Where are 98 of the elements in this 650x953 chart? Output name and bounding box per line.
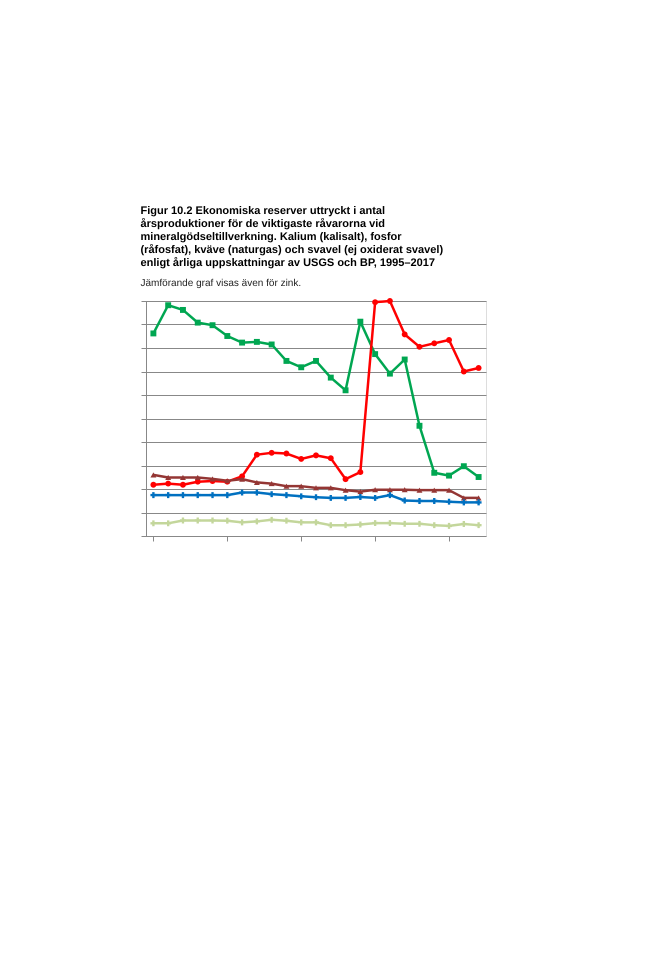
- point: [254, 490, 260, 496]
- point: [268, 481, 275, 486]
- point: [180, 306, 186, 313]
- point: [476, 474, 482, 480]
- point: [476, 365, 482, 371]
- point: [268, 342, 275, 348]
- point: [254, 518, 260, 524]
- point: [386, 520, 393, 526]
- point: [357, 522, 364, 528]
- point: [460, 521, 467, 527]
- point: [402, 487, 408, 492]
- point: [460, 368, 467, 374]
- point: [476, 499, 482, 506]
- point: [446, 472, 452, 479]
- point: [194, 492, 201, 498]
- point: [372, 520, 378, 526]
- point: [431, 488, 438, 493]
- point: [194, 474, 201, 480]
- point: [239, 476, 246, 482]
- point: [416, 488, 422, 493]
- point: [283, 492, 290, 498]
- point: [386, 298, 393, 304]
- point: [416, 422, 422, 429]
- point: [210, 492, 216, 498]
- point: [268, 450, 275, 456]
- point: [165, 480, 172, 487]
- point: [386, 492, 393, 498]
- point: [431, 498, 438, 504]
- point: [150, 482, 156, 488]
- point: [283, 518, 290, 524]
- point: [402, 356, 408, 362]
- point: [402, 331, 408, 338]
- point: [313, 358, 319, 364]
- point: [239, 519, 246, 526]
- point: [446, 522, 452, 529]
- point: [268, 516, 275, 523]
- point: [446, 337, 452, 343]
- point: [431, 522, 438, 528]
- point: [150, 492, 156, 498]
- point: [313, 485, 319, 490]
- point: [476, 522, 482, 528]
- point: [372, 299, 378, 306]
- point: [386, 370, 393, 377]
- point: [180, 492, 186, 498]
- point: [180, 482, 186, 488]
- point: [194, 518, 201, 524]
- point: [254, 452, 260, 458]
- point: [180, 474, 186, 480]
- point: [342, 476, 349, 482]
- point: [357, 489, 364, 494]
- point: [357, 494, 364, 500]
- point: [386, 487, 393, 492]
- chart-subtitle: Jämförande graf visas även för zink.: [140, 278, 302, 290]
- point: [416, 344, 422, 350]
- point: [165, 474, 172, 480]
- point: [446, 488, 452, 493]
- point: [313, 519, 319, 526]
- point: [357, 318, 364, 325]
- point: [328, 455, 334, 462]
- point: [239, 490, 246, 496]
- point: [165, 492, 172, 498]
- point: [298, 456, 304, 462]
- point: [342, 387, 349, 394]
- point: [224, 333, 230, 339]
- point: [283, 358, 290, 364]
- point: [254, 480, 260, 485]
- point: [372, 351, 378, 358]
- point: [298, 519, 304, 526]
- point: [210, 476, 216, 482]
- point: [239, 340, 246, 346]
- point: [283, 450, 290, 456]
- point: [328, 374, 334, 381]
- point: [298, 484, 304, 489]
- point: [372, 487, 378, 492]
- point: [254, 338, 260, 345]
- point: [460, 499, 467, 506]
- point: [328, 485, 334, 490]
- point: [165, 302, 172, 308]
- point: [372, 494, 378, 501]
- point: [210, 322, 216, 328]
- point: [342, 488, 349, 493]
- point: [402, 498, 408, 504]
- point: [313, 452, 319, 458]
- point: [342, 494, 349, 501]
- point: [446, 498, 452, 505]
- point: [224, 492, 230, 498]
- point: [460, 463, 467, 470]
- point: [194, 320, 201, 326]
- chart-title: Figur 10.2 Ekonomiska reserver uttryckt i antal årsproduktioner för de viktigaste råvarorna vid mineralgödseltillverkning. Kalium (kalisalt), fosfor (råfosfat), kväve (naturgas) och svavel (ej oxiderat svavel) enligt årliga uppskattningar av USGS och BP, 1995–2017: [140, 205, 444, 270]
- point: [150, 330, 156, 336]
- point: [150, 472, 156, 478]
- point: [298, 493, 304, 500]
- point: [431, 340, 438, 346]
- point: [268, 491, 275, 498]
- point: [224, 518, 230, 524]
- point: [328, 494, 334, 501]
- point: [357, 469, 364, 476]
- point: [313, 494, 319, 500]
